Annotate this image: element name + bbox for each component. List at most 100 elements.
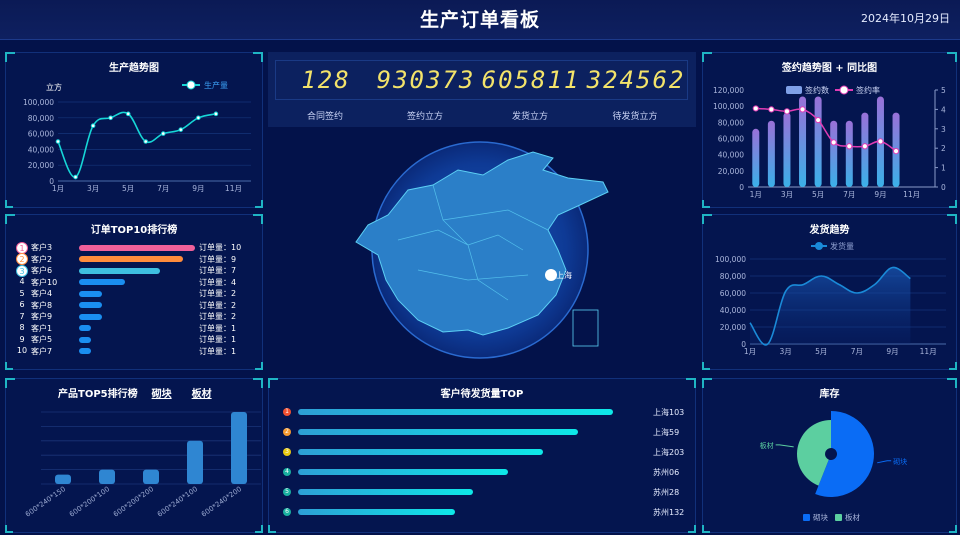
customer-name: 客户8 [31,300,53,310]
legend-marker-icon [186,80,196,90]
list-item[interactable]: 10 客户7 订单量：1 [16,346,256,357]
stat-value: 605811 [481,66,581,94]
x-tick-label: 3月 [87,184,99,193]
china-map[interactable]: 上海 [268,130,696,370]
location-marker-icon[interactable] [545,269,557,281]
rank-badge: 4 [283,468,291,476]
data-point [752,105,759,112]
x-tick-label: 11月 [225,184,242,193]
data-point [830,139,837,146]
x-tick-label: 5月 [122,184,134,193]
y-tick-label: 100,000 [23,98,54,107]
rank-badge: 10 [16,346,28,355]
rank-badge: 5 [19,288,25,298]
bar [861,112,869,187]
x-tick-label: 5月 [815,347,827,356]
list-item[interactable]: 6 客户8 订单量：2 [16,300,256,311]
y-tick-label: 60,000 [720,289,746,298]
list-item[interactable]: 6 苏州132 [283,508,693,518]
rank-bar [79,279,126,285]
x-tick-label: 600*240*150 [24,485,67,519]
list-item[interactable]: 7 客户9 订单量：2 [16,311,256,322]
legend-label: 板材 [845,512,860,522]
bar [830,120,838,187]
list-item[interactable]: 3 上海203 [283,448,693,458]
customer-name: 客户1 [31,323,53,333]
data-point [160,131,166,136]
panel-title: 产品TOP5排行榜 [58,389,138,400]
rank-badge: 1 [16,241,28,254]
pie-slice [815,411,874,497]
y2-tick-label: 4 [941,105,946,114]
data-point [799,106,806,113]
data-point [108,115,113,121]
y-tick-label: 60,000 [28,130,54,139]
panel-title: 库存 [819,389,840,400]
rank-bar [79,267,161,274]
label-line [877,460,892,464]
data-point [143,139,149,144]
list-item[interactable]: 5 客户4 订单量：2 [16,288,256,299]
list-item[interactable]: 3 客户6 订单量：7 [16,264,256,277]
legend-label[interactable]: 生产量 [204,80,228,90]
data-point [892,148,900,155]
rank-bar [79,313,103,320]
rank-bar [79,336,91,343]
inventory-panel: 库存 砌块 板材 砌块 板材 [702,378,957,533]
rank-bar [79,256,184,262]
customer-name: 客户6 [31,266,53,275]
progress-bar [298,469,509,475]
series-line [57,111,217,178]
list-item[interactable]: 5 苏州28 [283,488,693,498]
panel-title: 发货趋势 [809,225,850,236]
customer-name: 客户9 [31,312,53,321]
customer-label: 上海59 [653,428,680,437]
customer-label: 上海203 [653,448,685,457]
order-count: 订单量：1 [199,335,237,344]
y2-tick-label: 5 [941,86,946,95]
stat-label: 合同签约 [306,112,343,122]
y-tick-label: 40,000 [720,306,746,315]
rank-badge: 6 [19,300,25,309]
legend-swatch [803,514,810,521]
bar [767,120,775,187]
customer-label: 上海103 [653,408,685,417]
tab-board[interactable]: 板材 [191,389,212,400]
legend-label[interactable]: 签约数 [805,85,829,95]
legend-label[interactable]: 发货量 [830,241,854,251]
bar [187,440,203,484]
rank-badge: 1 [283,408,291,416]
legend-marker-icon [839,85,849,95]
list-item[interactable]: 8 客户1 订单量：1 [16,323,256,334]
order-count: 订单量：4 [199,277,237,287]
list-item[interactable]: 4 苏州06 [283,468,693,478]
bar [845,120,853,187]
panel-title: 订单TOP10排行榜 [90,225,178,236]
list-item[interactable]: 9 客户5 订单量：1 [16,334,256,345]
data-point [783,108,791,115]
bar [783,112,791,187]
tab-block[interactable]: 砌块 [151,389,172,400]
list-item[interactable]: 2 上海59 [283,428,693,438]
x-tick-label: 3月 [779,347,791,356]
y-tick-label: 80,000 [28,114,54,123]
x-tick-label: 11月 [920,347,937,356]
data-point [55,139,61,144]
y-tick-label: 100,000 [715,255,746,264]
legend-label[interactable]: 签约率 [856,85,880,95]
y-tick-label: 60,000 [718,135,744,144]
list-item[interactable]: 4 客户10 订单量：4 [16,277,256,288]
y-tick-label: 80,000 [720,272,746,281]
y-tick-label: 40,000 [28,145,54,154]
shipping-panel: 发货趋势 发货量 0 20,000 40,000 60,000 80,000 100,00… [702,214,957,370]
stat-label: 发货立方 [511,112,548,122]
panel-title: 签约趋势图 + 同比图 [781,63,878,74]
list-item[interactable]: 1 客户3 订单量：10 [16,241,256,254]
list-item[interactable]: 1 上海103 [283,408,693,418]
list-item[interactable]: 2 客户2 订单量：9 [16,253,256,265]
x-tick-label: 9月 [874,190,886,199]
y-tick-label: 0 [739,183,744,192]
bar [231,412,247,484]
data-point [768,106,775,113]
order-count: 订单量：2 [199,312,237,321]
